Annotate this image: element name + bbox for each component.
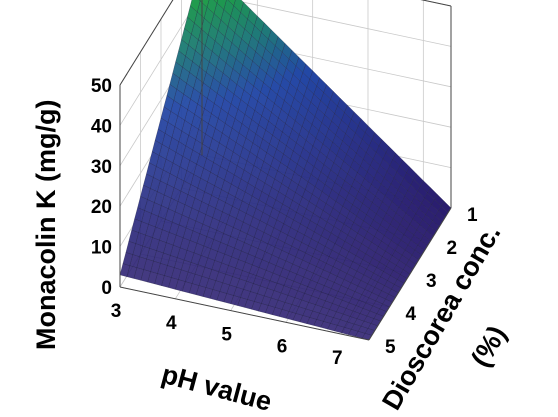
z-tick-label: 20 bbox=[91, 197, 112, 218]
frame-edge bbox=[119, 0, 174, 86]
y-tick-label: 3 bbox=[426, 271, 437, 292]
z-tick-label: 30 bbox=[91, 157, 112, 178]
y-tick-label: 1 bbox=[467, 205, 478, 226]
axis-frame bbox=[119, 0, 452, 341]
surface-cell bbox=[119, 263, 130, 277]
y-tick-label: 4 bbox=[406, 304, 417, 325]
x-tick-label: 5 bbox=[221, 325, 232, 346]
z-tick-labels: 0 10 20 30 40 50 bbox=[91, 76, 112, 299]
z-tick-label: 40 bbox=[91, 116, 112, 137]
y-tick-label: 5 bbox=[385, 337, 396, 358]
x-tick-label: 3 bbox=[111, 301, 122, 322]
x-tick-label: 4 bbox=[166, 313, 177, 334]
frame-edge bbox=[119, 286, 370, 341]
z-tick-label: 50 bbox=[91, 76, 112, 97]
x-axis-label: pH value bbox=[158, 359, 274, 417]
z-tick-label: 0 bbox=[101, 278, 112, 299]
x-tick-label: 6 bbox=[277, 336, 288, 357]
z-tick-label: 10 bbox=[91, 238, 112, 259]
y-axis-label-unit: (%) bbox=[465, 321, 512, 372]
z-axis-label: Monacolin K (mg/g) bbox=[31, 100, 61, 350]
x-tick-labels: 3 4 5 6 7 bbox=[111, 301, 343, 369]
surface bbox=[119, 0, 452, 341]
y-tick-label: 2 bbox=[447, 238, 458, 259]
frame-edge bbox=[368, 207, 452, 341]
x-tick-label: 7 bbox=[332, 348, 343, 369]
